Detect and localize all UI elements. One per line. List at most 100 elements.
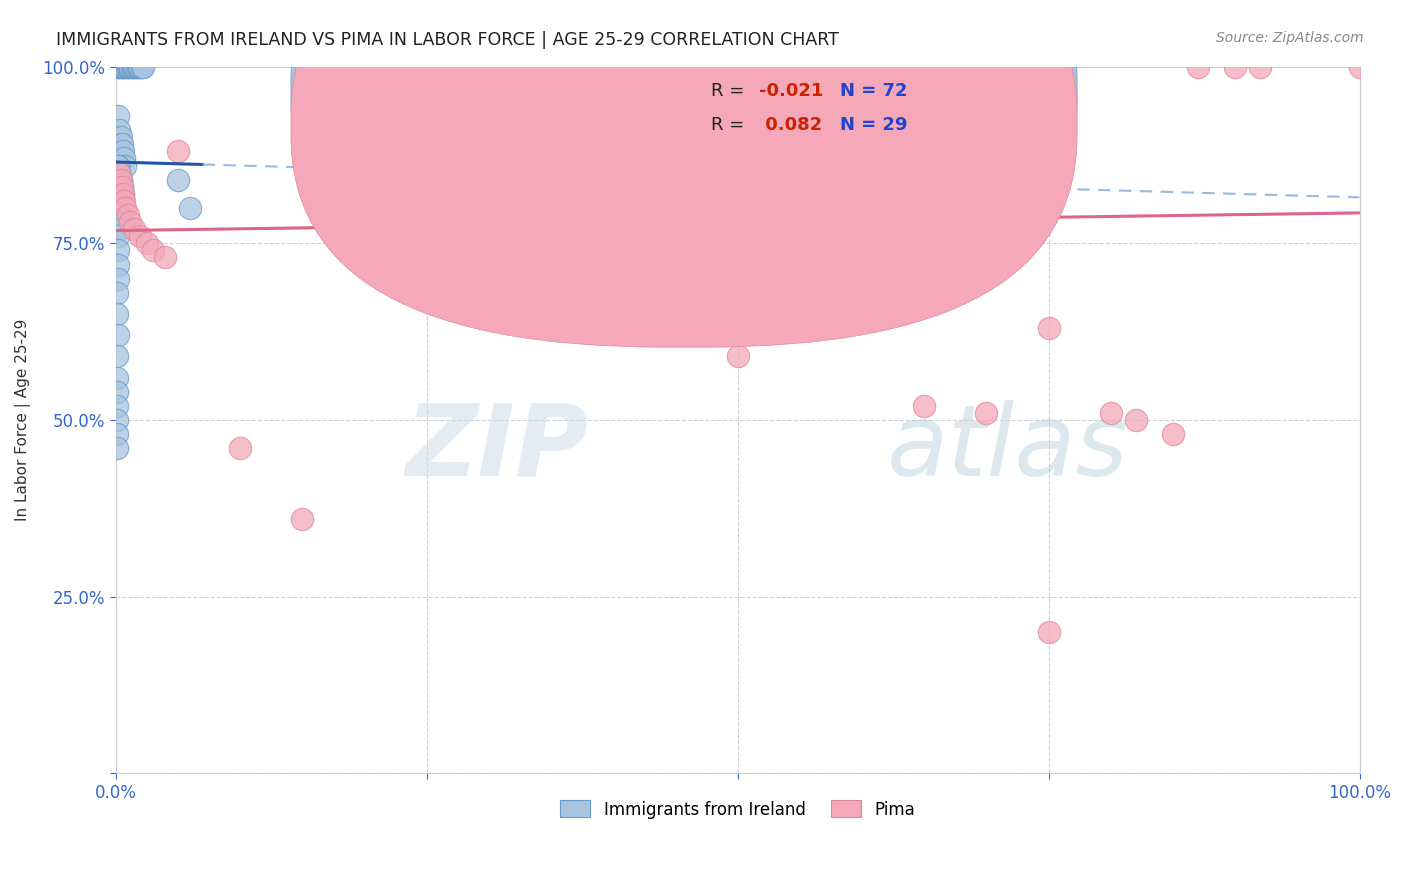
Point (110, 194, 132, 208)
Point (108, 208, 131, 222)
Point (108, 186, 131, 201)
Point (120, 60, 142, 74)
Point (110, 172, 132, 186)
Point (129, 60, 152, 74)
Point (110, 60, 132, 74)
Point (108, 208, 131, 222)
Text: 0.082: 0.082 (759, 116, 823, 134)
Point (111, 179, 134, 194)
Text: R =: R = (711, 116, 751, 134)
Point (142, 244, 165, 258)
Point (122, 222, 145, 236)
Point (135, 236, 157, 251)
Point (107, 60, 129, 74)
Text: ZIP: ZIP (405, 400, 588, 497)
Text: N = 29: N = 29 (839, 116, 907, 134)
Point (1038, 321, 1060, 335)
Point (114, 159, 136, 173)
Point (112, 152, 135, 166)
Point (1223, 60, 1246, 74)
Point (111, 186, 134, 201)
Point (107, 179, 129, 194)
Point (166, 145, 188, 159)
Point (105, 370, 128, 384)
Point (108, 194, 131, 208)
Point (105, 399, 128, 413)
Text: IMMIGRANTS FROM IRELAND VS PIMA IN LABOR FORCE | AGE 25-29 CORRELATION CHART: IMMIGRANTS FROM IRELAND VS PIMA IN LABOR… (56, 31, 839, 49)
Point (107, 244, 129, 258)
Point (125, 60, 148, 74)
Point (789, 307, 811, 321)
Point (179, 201, 201, 215)
Legend: Immigrants from Ireland, Pima: Immigrants from Ireland, Pima (554, 794, 921, 825)
Point (110, 215, 132, 229)
Point (108, 166, 131, 180)
Point (121, 60, 143, 74)
Point (131, 60, 153, 74)
Point (110, 172, 132, 186)
Point (110, 201, 132, 215)
Point (122, 60, 145, 74)
Text: Source: ZipAtlas.com: Source: ZipAtlas.com (1216, 31, 1364, 45)
Point (129, 229, 152, 244)
Point (107, 186, 129, 201)
FancyBboxPatch shape (291, 0, 1077, 347)
Point (111, 179, 134, 194)
Point (105, 427, 128, 442)
Point (912, 399, 935, 413)
Point (108, 166, 131, 180)
Point (111, 186, 134, 201)
Point (105, 350, 128, 364)
Point (108, 60, 131, 74)
Point (107, 159, 129, 173)
Point (1038, 625, 1060, 640)
Point (107, 179, 129, 194)
Text: -0.021: -0.021 (759, 82, 823, 100)
Point (108, 166, 131, 180)
Point (107, 229, 129, 244)
Point (128, 60, 150, 74)
Point (107, 258, 129, 272)
Point (111, 60, 134, 74)
Point (105, 413, 128, 427)
Point (120, 215, 142, 229)
Point (117, 208, 139, 222)
Point (105, 384, 128, 399)
Point (155, 251, 177, 265)
Point (111, 208, 134, 222)
Point (132, 60, 155, 74)
Point (1348, 60, 1371, 74)
Point (107, 271, 129, 285)
Point (108, 222, 131, 236)
Point (117, 60, 139, 74)
Point (122, 60, 145, 74)
Point (1187, 60, 1209, 74)
Y-axis label: In Labor Force | Age 25-29: In Labor Force | Age 25-29 (15, 318, 31, 521)
Point (107, 201, 129, 215)
Point (107, 215, 129, 229)
Point (127, 60, 149, 74)
Point (110, 172, 132, 186)
Point (108, 186, 131, 201)
Point (111, 145, 134, 159)
Point (974, 406, 997, 420)
Text: atlas: atlas (887, 400, 1129, 497)
Point (110, 130, 132, 145)
Point (107, 109, 129, 123)
FancyBboxPatch shape (291, 0, 1077, 314)
Point (107, 172, 129, 186)
Point (108, 179, 131, 194)
Point (1125, 413, 1147, 427)
Point (105, 307, 128, 321)
Point (1161, 427, 1184, 442)
Point (166, 172, 188, 186)
Point (1099, 406, 1122, 420)
Point (124, 60, 146, 74)
Point (111, 137, 134, 152)
Point (112, 194, 135, 208)
Point (1249, 60, 1271, 74)
Point (111, 179, 134, 194)
Point (111, 60, 134, 74)
Point (229, 442, 252, 456)
Point (114, 60, 136, 74)
